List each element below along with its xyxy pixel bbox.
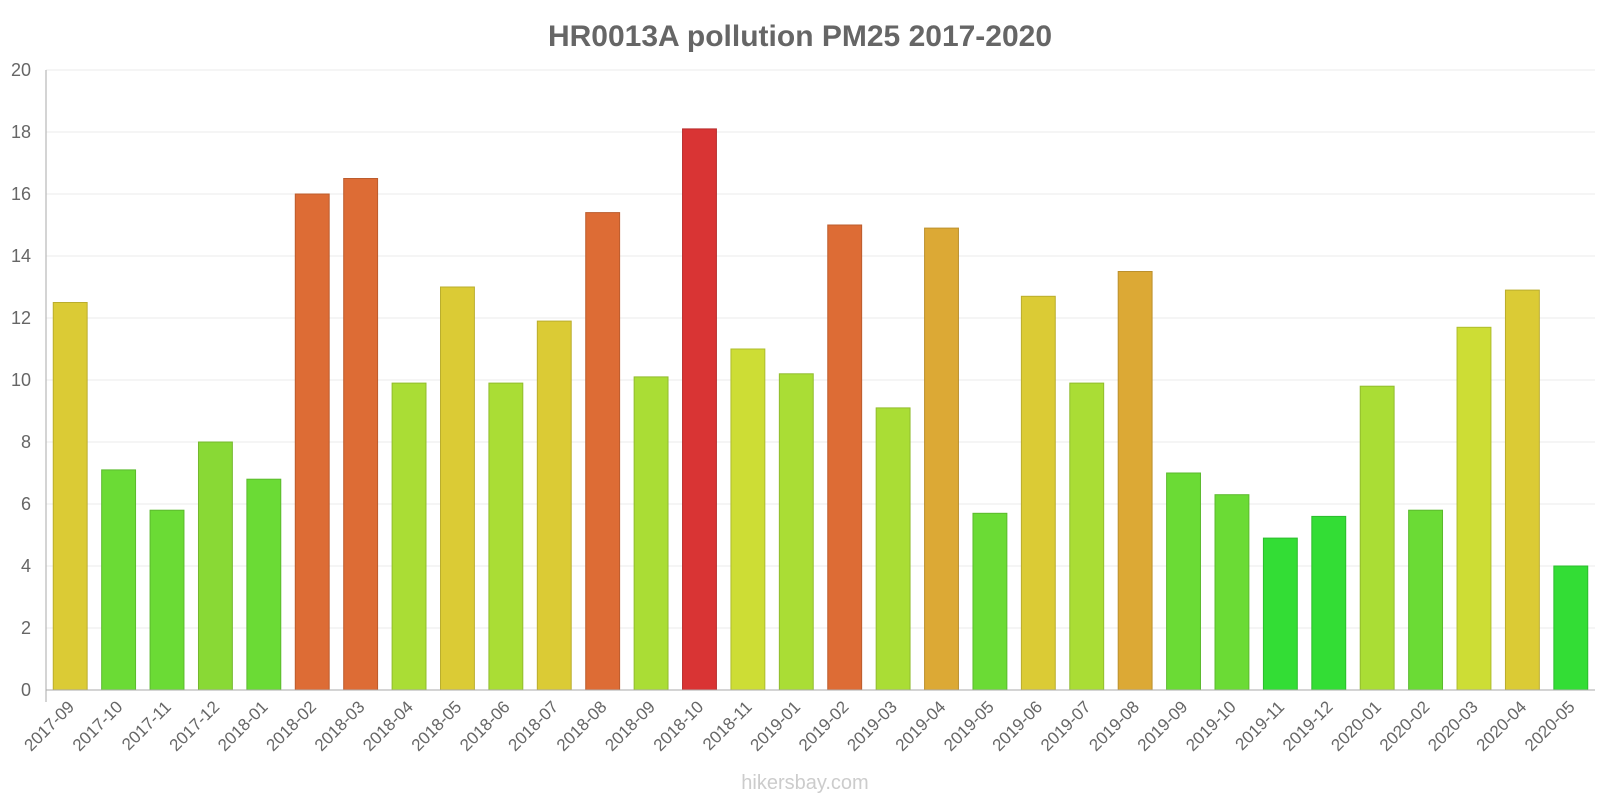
bar-2018-06 xyxy=(488,382,524,691)
bar-series xyxy=(52,128,1589,691)
y-tick-label: 4 xyxy=(21,556,31,576)
x-tick-label: 2018-01 xyxy=(214,697,272,755)
bar-2017-10 xyxy=(101,469,137,691)
x-tick-label: 2020-03 xyxy=(1424,697,1482,755)
bar-2017-09 xyxy=(52,302,88,691)
bar-2019-04 xyxy=(924,227,959,691)
bar-2018-07 xyxy=(536,320,572,691)
y-axis: 0 2 4 6 8 10 12 14 16 18 20 xyxy=(11,60,47,702)
x-tick-label: 2018-05 xyxy=(408,697,466,755)
y-tick-label: 0 xyxy=(21,680,31,700)
x-axis: 2017-092017-102017-112017-122018-012018-… xyxy=(20,689,1595,755)
y-tick-label: 10 xyxy=(11,370,31,390)
bar-2020-01 xyxy=(1359,385,1395,691)
x-tick-label: 2019-11 xyxy=(1232,697,1289,754)
y-tick-label: 20 xyxy=(11,60,31,80)
x-tick-label: 2019-10 xyxy=(1182,697,1240,755)
x-tick-label: 2019-08 xyxy=(1085,697,1143,755)
y-tick-label: 8 xyxy=(21,432,31,452)
y-tick-label: 14 xyxy=(11,246,31,266)
bar-2019-06 xyxy=(1020,295,1056,691)
x-tick-label: 2017-12 xyxy=(166,697,224,755)
x-tick-label: 2019-06 xyxy=(989,697,1047,755)
x-tick-label: 2020-04 xyxy=(1473,697,1531,755)
bar-2018-11 xyxy=(730,348,766,691)
bar-2019-11 xyxy=(1262,537,1298,691)
bar-2020-05 xyxy=(1553,565,1589,691)
bar-2020-03 xyxy=(1456,326,1492,691)
y-tick-label: 18 xyxy=(11,122,31,142)
bar-2020-02 xyxy=(1408,509,1444,691)
x-tick-label: 2020-01 xyxy=(1327,697,1385,755)
bar-2018-02 xyxy=(294,193,330,691)
y-tick-label: 6 xyxy=(21,494,31,514)
bar-2019-05 xyxy=(972,512,1008,691)
x-tick-label: 2018-02 xyxy=(263,697,321,755)
x-tick-label: 2019-02 xyxy=(795,697,853,755)
chart-title: HR0013A pollution PM25 2017-2020 xyxy=(548,20,1052,53)
bar-2018-09 xyxy=(633,376,669,691)
x-tick-label: 2018-11 xyxy=(699,697,756,754)
x-tick-label: 2019-09 xyxy=(1134,697,1192,755)
x-tick-label: 2019-01 xyxy=(747,697,805,755)
y-tick-label: 16 xyxy=(11,184,31,204)
y-tick-label: 2 xyxy=(21,618,31,638)
x-tick-label: 2018-03 xyxy=(311,697,369,755)
x-tick-label: 2019-04 xyxy=(892,697,950,755)
x-tick-label: 2017-09 xyxy=(20,697,78,755)
bar-2018-04 xyxy=(391,382,427,691)
x-tick-label: 2019-07 xyxy=(1037,697,1095,755)
x-tick-label: 2020-02 xyxy=(1376,697,1434,755)
bar-2017-12 xyxy=(197,441,233,691)
x-tick-label: 2018-08 xyxy=(553,697,611,755)
bar-2018-05 xyxy=(440,286,475,691)
bar-2018-01 xyxy=(246,478,282,691)
x-tick-label: 2019-05 xyxy=(940,697,998,755)
bar-2020-04 xyxy=(1504,289,1540,691)
bar-2018-08 xyxy=(585,212,621,691)
x-tick-label: 2020-05 xyxy=(1521,697,1579,755)
bar-2019-03 xyxy=(875,407,911,691)
x-tick-label: 2018-06 xyxy=(456,697,514,755)
x-tick-label: 2017-11 xyxy=(118,697,175,754)
bar-2019-02 xyxy=(827,224,863,691)
bar-2019-08 xyxy=(1117,271,1153,691)
bar-2019-12 xyxy=(1311,515,1347,691)
x-tick-label: 2018-09 xyxy=(601,697,659,755)
x-tick-label: 2018-10 xyxy=(650,697,708,755)
bar-2017-11 xyxy=(149,509,185,691)
x-tick-label: 2019-03 xyxy=(843,697,901,755)
bar-2019-01 xyxy=(778,373,814,691)
x-tick-label: 2018-04 xyxy=(359,697,417,755)
bar-2019-07 xyxy=(1069,382,1105,691)
bar-2019-10 xyxy=(1214,494,1250,691)
bar-2018-10 xyxy=(682,128,717,691)
y-tick-label: 12 xyxy=(11,308,31,328)
x-tick-label: 2017-10 xyxy=(69,697,127,755)
bar-2018-03 xyxy=(343,178,379,691)
x-tick-label: 2018-07 xyxy=(505,697,563,755)
x-tick-label: 2019-12 xyxy=(1279,697,1337,755)
watermark: hikersbay.com xyxy=(741,772,868,794)
bar-2019-09 xyxy=(1166,472,1201,691)
